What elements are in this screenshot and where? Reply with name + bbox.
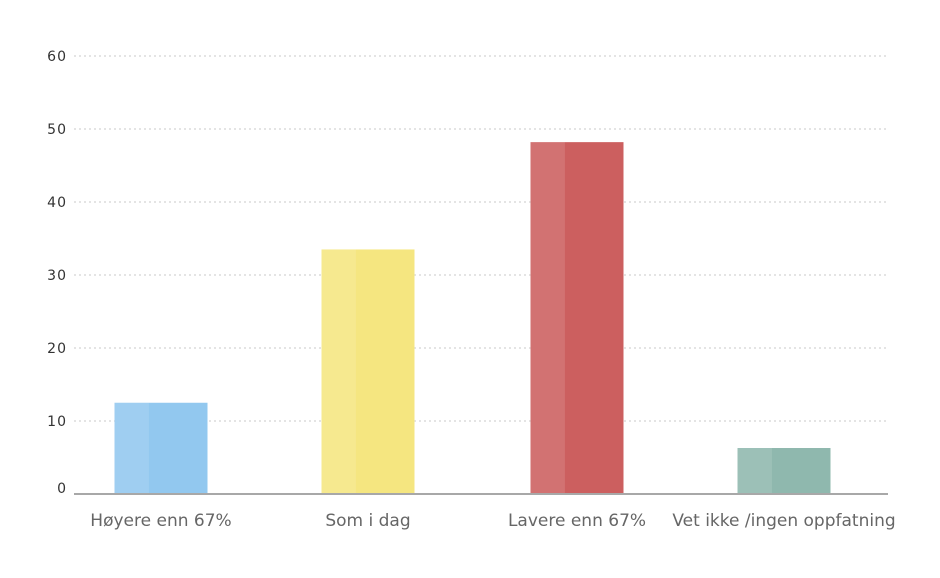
bars: [114, 142, 831, 494]
x-tick-label-1: Høyere enn 67%: [90, 511, 231, 531]
bar-4: [737, 448, 831, 494]
bar-body: [737, 448, 831, 494]
bar-highlight: [737, 448, 772, 494]
y-tick-label-0: 0: [57, 481, 67, 497]
x-tick-label-3: Lavere enn 67%: [508, 511, 646, 531]
bar-body: [530, 142, 624, 494]
bar-2: [321, 249, 415, 494]
bar-body: [321, 249, 415, 494]
y-axis-tick-labels: 0 10 20 30 40 50 60: [47, 49, 67, 497]
bar-body: [114, 402, 208, 494]
bar-highlight: [530, 142, 565, 494]
bar-3: [530, 142, 624, 494]
bar-highlight: [114, 402, 149, 494]
y-tick-label-30: 30: [47, 268, 67, 284]
x-tick-label-4: Vet ikke /ingen oppfatning: [672, 511, 895, 531]
y-tick-label-50: 50: [47, 122, 67, 138]
y-tick-label-20: 20: [47, 341, 67, 357]
bar-highlight: [321, 249, 356, 494]
y-tick-label-60: 60: [47, 49, 67, 65]
gridlines: [74, 55, 888, 422]
x-axis-tick-labels: Høyere enn 67% Som i dag Lavere enn 67% Vet…: [90, 511, 895, 531]
bar-1: [114, 402, 208, 494]
x-tick-label-2: Som i dag: [325, 511, 410, 531]
y-tick-label-10: 10: [47, 414, 67, 430]
y-tick-label-40: 40: [47, 195, 67, 211]
